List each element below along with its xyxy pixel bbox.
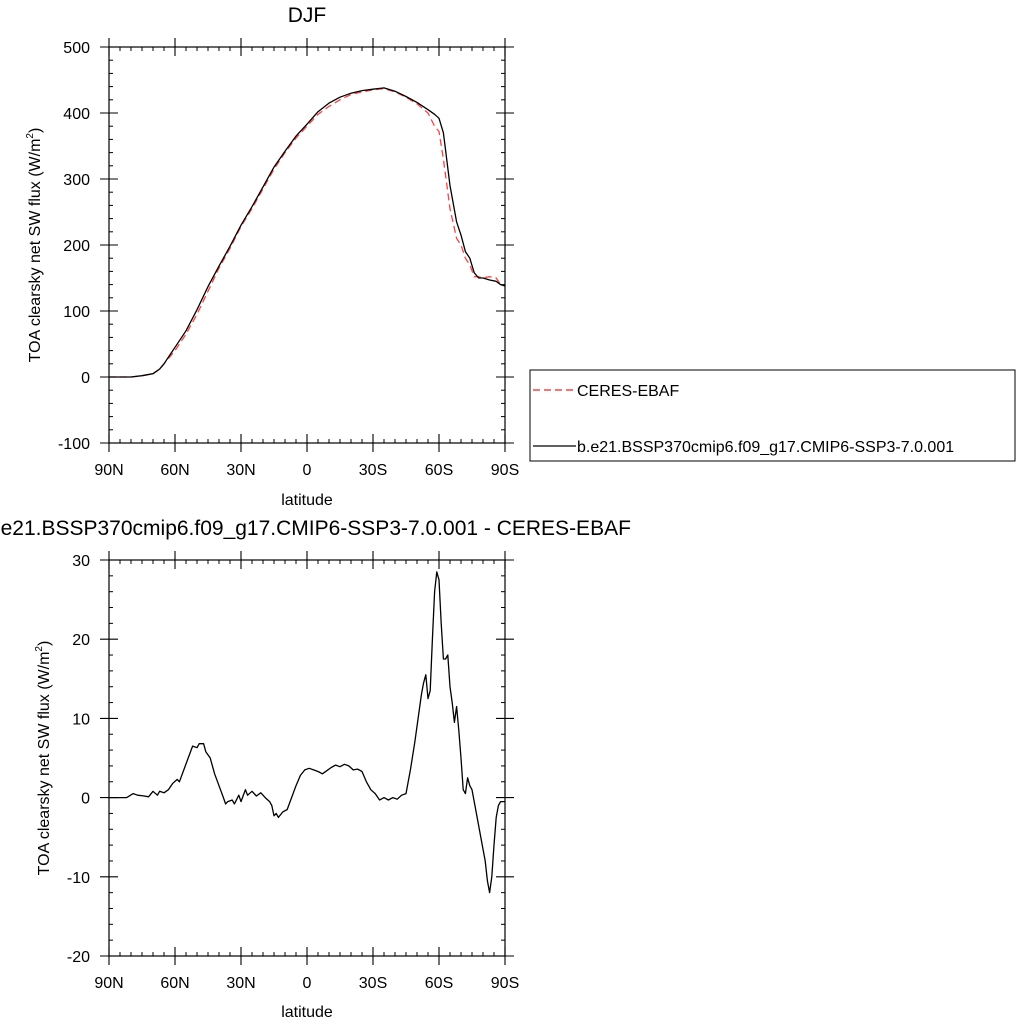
panel-2-x-tick-label: 0 (303, 975, 312, 992)
panel-2-y-tick-label: 30 (72, 553, 90, 570)
panel-2-x-tick-label: 90N (94, 975, 123, 992)
panel-1-y-tick-label: 400 (63, 106, 90, 123)
panel-1-series (109, 87, 506, 378)
panel-1-series-line-0 (109, 87, 506, 378)
panel-2-y-axis-label: TOA clearsky net SW flux (W/m2) (34, 641, 53, 876)
panel-1-x-tick-label: 0 (303, 462, 312, 479)
panel-2-y-tick-label: 10 (72, 711, 90, 728)
panel-1-frame (108, 46, 506, 444)
panel-1-ticks (100, 38, 514, 452)
panel-2-frame (108, 559, 506, 957)
panel-2-y-tick-label: -10 (67, 870, 90, 887)
panel-1-y-axis-label: TOA clearsky net SW flux (W/m2) (25, 128, 44, 363)
panel-1-x-tick-label: 60N (160, 462, 189, 479)
panel-2-y-tick-label: 20 (72, 632, 90, 649)
panel-2-y-label-main: TOA clearsky net SW flux (W/m (36, 652, 53, 876)
panel-1-y-label-sup: 2 (25, 133, 36, 139)
legend-box (529, 369, 1016, 462)
panel-1-title: DJF (288, 4, 327, 27)
panel-1-x-tick-label: 90N (94, 462, 123, 479)
legend: CERES-EBAF b.e21.BSSP370cmip6.f09_g17.CM… (529, 369, 1016, 462)
panel-2-series (109, 571, 505, 894)
panel-2-y-tick-label: -20 (67, 949, 90, 966)
panel-1-y-tick-label: 200 (63, 238, 90, 255)
panel-2-title: b.e21.BSSP370cmip6.f09_g17.CMIP6-SSP3-7.… (0, 517, 631, 540)
panel-2-x-axis-label: latitude (281, 1004, 333, 1021)
panel-1-y-tick-label: 0 (81, 370, 90, 387)
panel-2-series-line-0 (109, 571, 505, 894)
panel-1-y-tick-label: -100 (58, 436, 90, 453)
panel-1-y-tick-label: 500 (63, 40, 90, 57)
panel-2-x-tick-label: 90S (491, 975, 519, 992)
panel-1-tick-labels: 90N 60N 30N 0 30S 60S 90S -100 0 100 200 300 400 500 (58, 40, 519, 479)
panel-2-tick-labels: 90N 60N 30N 0 30S 60S 90S -20 -10 0 10 20 30 (67, 553, 519, 992)
legend-label-model: b.e21.BSSP370cmip6.f09_g17.CMIP6-SSP3-7.… (577, 439, 954, 456)
panel-2-x-tick-label: 30S (359, 975, 387, 992)
panel-1-y-tick-label: 100 (63, 304, 90, 321)
panel-1-y-tick-label: 300 (63, 172, 90, 189)
panel-1-x-tick-label: 30S (359, 462, 387, 479)
panel-1-y-label-close: ) (27, 128, 44, 133)
panel-1-x-tick-label: 60S (425, 462, 453, 479)
panel-2-x-tick-label: 60N (160, 975, 189, 992)
panel-2-y-label-close: ) (36, 641, 53, 646)
panel-difference: b.e21.BSSP370cmip6.f09_g17.CMIP6-SSP3-7.… (0, 517, 631, 1021)
panel-1-y-label-main: TOA clearsky net SW flux (W/m (27, 139, 44, 363)
panel-2-x-tick-label: 60S (425, 975, 453, 992)
legend-label-ceres: CERES-EBAF (577, 383, 679, 400)
panel-2-y-label-sup: 2 (34, 646, 45, 652)
panel-1-series-line-1 (109, 87, 506, 378)
panel-1-x-tick-label: 30N (226, 462, 255, 479)
panel-2-x-tick-label: 30N (226, 975, 255, 992)
panel-2-ticks (100, 551, 514, 965)
panel-1-x-axis-label: latitude (281, 492, 333, 509)
panel-1-x-tick-label: 90S (491, 462, 519, 479)
panel-2-y-tick-label: 0 (81, 791, 90, 808)
panel-djf: DJF 90N 60N 30N 0 30S 60S 90S -100 0 100 200 300 400… (25, 4, 1016, 509)
